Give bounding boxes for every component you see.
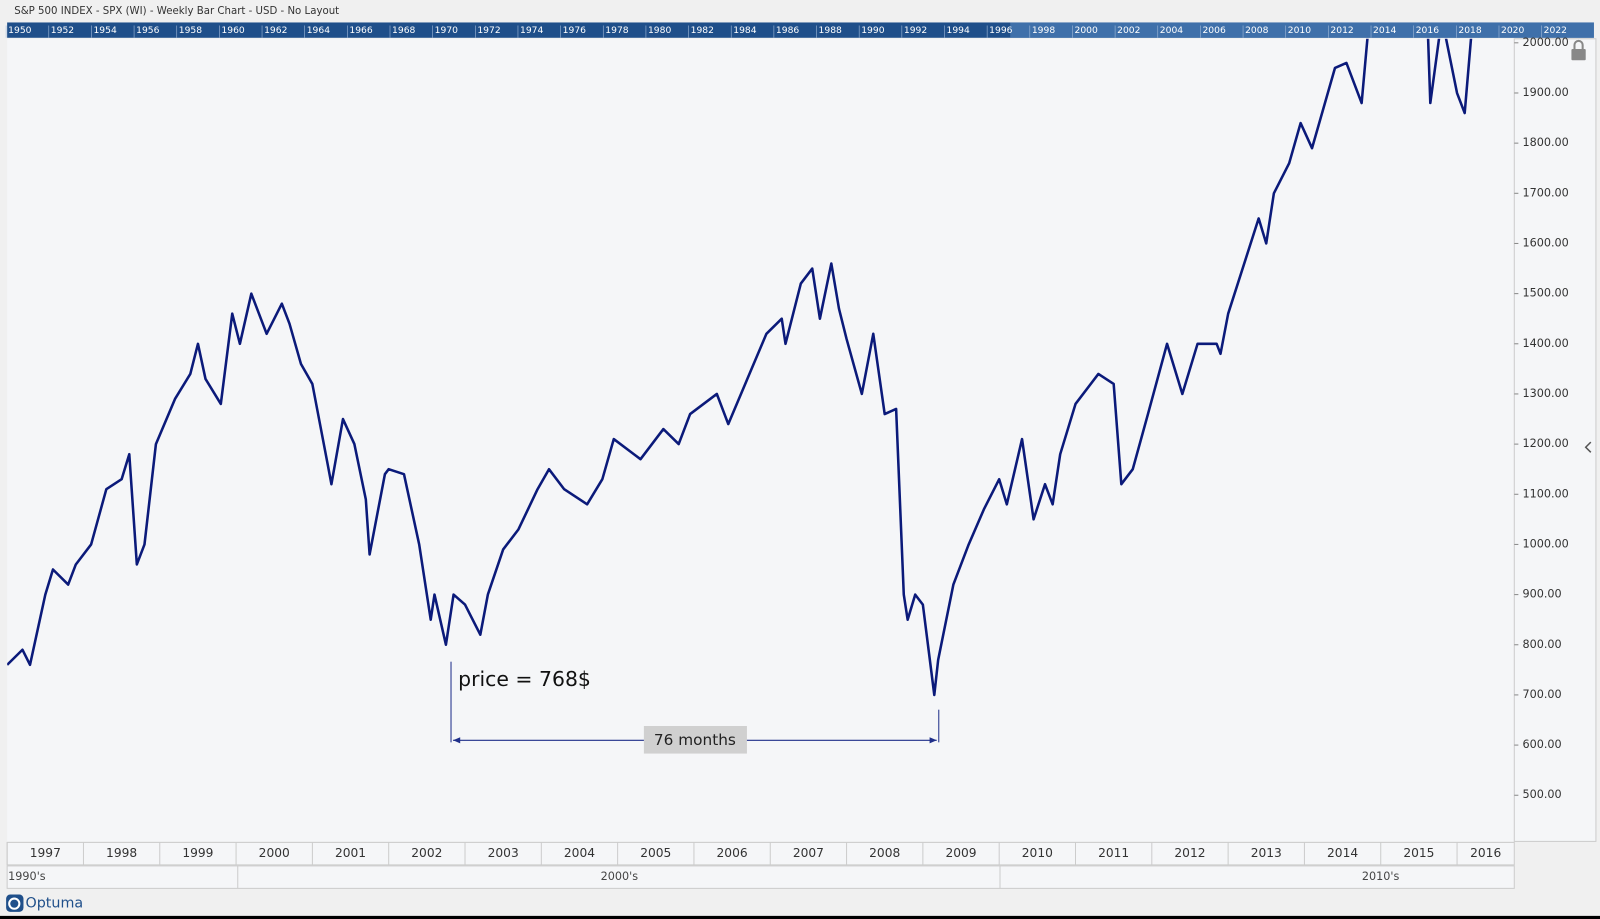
x-tick-label: 2004: [564, 846, 595, 860]
overview-year: 2006: [1202, 25, 1225, 36]
y-tick-label: 1200.00: [1522, 437, 1568, 450]
overview-year: 1968: [392, 25, 415, 36]
x-tick-label: 2000: [259, 846, 290, 860]
overview-year: 1990: [861, 25, 884, 36]
overview-year: 1962: [264, 25, 287, 36]
overview-year: 1994: [947, 25, 970, 36]
overview-year: 1988: [819, 25, 842, 36]
overview-year: 1956: [136, 25, 159, 36]
y-tick-label: 800.00: [1522, 638, 1561, 651]
x-tick-label: 1997: [30, 846, 61, 860]
overview-year: 1996: [989, 25, 1012, 36]
x-tick-label: 2010: [1022, 846, 1053, 860]
overview-year: 2002: [1117, 25, 1140, 36]
bottom-edge: [0, 915, 1600, 919]
x-tick-label: 1998: [106, 846, 137, 860]
plot: [7, 38, 1473, 697]
overview-year: 2012: [1330, 25, 1353, 36]
overview-year: 1970: [435, 25, 458, 36]
x-tick-label: 2005: [640, 846, 671, 860]
y-tick-label: 600.00: [1522, 738, 1561, 751]
x-tick-label: 2002: [411, 846, 442, 860]
overview-year: 2000: [1074, 25, 1097, 36]
overview-year: 1972: [477, 25, 500, 36]
overview-year: 1992: [904, 25, 927, 36]
x-tick-label: 1999: [182, 846, 213, 860]
overview-year: 1952: [51, 25, 74, 36]
overview-year: 1986: [776, 25, 799, 36]
y-tick-label: 1500.00: [1522, 287, 1568, 300]
overview-year: 2016: [1416, 25, 1439, 36]
decade-label: 1990's: [8, 870, 46, 883]
duration-annotation: 76 months: [654, 731, 736, 749]
y-tick-label: 1700.00: [1522, 186, 1568, 199]
y-tick-label: 1600.00: [1522, 236, 1568, 249]
overview-year: 2020: [1501, 25, 1524, 36]
overview-year: 1980: [648, 25, 671, 36]
decade-label: 2000's: [601, 870, 639, 883]
overview-year: 1974: [520, 25, 543, 36]
decade-label: 2010's: [1362, 870, 1400, 883]
x-tick-label: 2007: [793, 846, 824, 860]
overview-year: 1998: [1032, 25, 1055, 36]
y-tick-label: 1900.00: [1522, 86, 1568, 99]
x-tick-label: 2011: [1098, 846, 1129, 860]
x-tick-label: 2006: [717, 846, 748, 860]
overview-year: 1978: [605, 25, 628, 36]
overview-year: 1984: [733, 25, 756, 36]
x-axis-row: [6, 841, 1515, 866]
x-tick-label: 2001: [335, 846, 366, 860]
y-tick-label: 2000.00: [1522, 36, 1568, 49]
x-tick-label: 2009: [945, 846, 976, 860]
overview-year: 1982: [691, 25, 714, 36]
y-axis-panel: [1513, 38, 1597, 842]
overview-year: 1966: [349, 25, 372, 36]
y-tick-label: 900.00: [1522, 588, 1561, 601]
overview-year: 1958: [179, 25, 202, 36]
y-tick-label: 700.00: [1522, 688, 1561, 701]
overview-year: 1950: [8, 25, 31, 36]
decade-row: [6, 865, 1515, 889]
y-tick-label: 1800.00: [1522, 136, 1568, 149]
logo-text: Optuma: [26, 896, 84, 912]
x-tick-label: 2015: [1403, 846, 1434, 860]
overview-labels: 1950 1952 1954 1956 1958 1960 1962 1964 1966 1968…: [5, 25, 1567, 38]
x-tick-label: 2008: [869, 846, 900, 860]
overview-year: 1976: [563, 25, 586, 36]
overview-window[interactable]: [1010, 22, 1594, 38]
x-tick-label: 2012: [1174, 846, 1205, 860]
x-tick-label: 2014: [1327, 846, 1358, 860]
y-tick-label: 1300.00: [1522, 387, 1568, 400]
plot-area: [7, 38, 1515, 842]
price-annotation: price = 768$: [458, 667, 591, 691]
overview-year: 1954: [93, 25, 116, 36]
overview-year: 2018: [1458, 25, 1481, 36]
y-tick-label: 1000.00: [1522, 537, 1568, 550]
x-tick-label: 2013: [1251, 846, 1282, 860]
collapse-chevron[interactable]: [1584, 441, 1592, 453]
price-line: [7, 38, 1473, 697]
logo-mark: [8, 897, 21, 910]
y-tick-label: 1400.00: [1522, 337, 1568, 350]
overview-year: 1964: [307, 25, 330, 36]
x-tick-label: 2016: [1470, 846, 1501, 860]
measure-annotation: [450, 661, 940, 754]
y-tick-label: 1100.00: [1522, 487, 1568, 500]
x-tick-label: 2003: [488, 846, 519, 860]
y-tick-label: 500.00: [1522, 788, 1561, 801]
lock-icon[interactable]: [1571, 39, 1586, 61]
overview-year: 2010: [1288, 25, 1311, 36]
overview-year: 2008: [1245, 25, 1268, 36]
overview-year: 2014: [1373, 25, 1396, 36]
window-title: S&P 500 INDEX - SPX (WI) - Weekly Bar Ch…: [14, 6, 339, 17]
overview-year: 2022: [1544, 25, 1567, 36]
overview-year: 2004: [1160, 25, 1183, 36]
overview-year: 1960: [221, 25, 244, 36]
